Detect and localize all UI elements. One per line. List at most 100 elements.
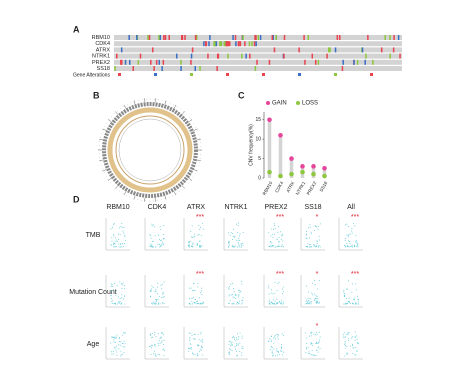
scatter-point <box>319 347 321 349</box>
scatter-point <box>232 232 234 234</box>
scatter-point <box>305 303 307 305</box>
x-tick-label: NTRK1 <box>295 180 307 196</box>
alteration <box>209 35 211 40</box>
scatter-point <box>194 354 196 356</box>
scatter-point <box>314 226 316 228</box>
scatter-point <box>157 286 159 288</box>
circos-tick <box>123 191 127 196</box>
scatter-point <box>196 301 198 303</box>
x-tick-label: SS18 <box>319 180 329 192</box>
alteration <box>184 35 186 40</box>
alteration <box>397 35 400 40</box>
scatter-point <box>200 303 202 305</box>
scatter-point <box>112 227 114 229</box>
scatter-point <box>353 299 355 301</box>
scatter-point <box>241 335 243 337</box>
scatter-point <box>111 240 113 242</box>
scatter-point <box>357 342 359 344</box>
scatter-point <box>316 240 318 242</box>
scatter-point <box>200 340 202 342</box>
scatter-point <box>282 286 284 288</box>
scatter-point <box>271 351 273 353</box>
scatter-point <box>157 342 159 344</box>
scatter-point <box>122 354 124 356</box>
scatter-point <box>310 343 312 345</box>
alteration <box>372 59 374 65</box>
scatter-point <box>163 354 165 356</box>
alteration <box>137 59 140 65</box>
scatter-point <box>238 222 240 224</box>
alteration <box>159 35 161 40</box>
scatter-point <box>281 235 283 237</box>
scatter-point <box>238 243 240 245</box>
scatter-point <box>110 285 112 287</box>
scatter-point <box>311 354 313 356</box>
scatter-point <box>272 237 274 239</box>
scatter-point <box>228 302 230 304</box>
scatter-point <box>150 289 152 291</box>
scatter-point <box>159 354 161 356</box>
scatter-point <box>316 288 318 290</box>
scatter-point <box>277 282 279 284</box>
alteration <box>124 59 127 65</box>
scatter-point <box>191 352 193 354</box>
scatter-point <box>238 246 240 248</box>
alteration <box>248 41 251 47</box>
scatter-point <box>281 303 283 305</box>
scatter-point <box>234 235 236 237</box>
alteration <box>271 35 274 40</box>
scatter-point <box>154 353 156 355</box>
scatter-point <box>115 336 117 338</box>
scatter-point <box>234 345 236 347</box>
scatter-point <box>190 348 192 350</box>
scatter-point <box>232 238 234 240</box>
column-header: PREX2 <box>265 204 288 211</box>
scatter-point <box>313 245 315 247</box>
scatter-point <box>269 303 271 305</box>
alteration <box>392 47 395 53</box>
scatter-point <box>356 242 358 244</box>
scatter-point <box>163 292 165 294</box>
scatter-point <box>114 336 116 338</box>
scatter-point <box>282 334 284 336</box>
scatter-point <box>309 244 311 246</box>
scatter-point <box>237 354 239 356</box>
scatter-point <box>162 296 164 298</box>
scatter-point <box>162 234 164 236</box>
scatter-point <box>268 299 270 301</box>
scatter-point <box>149 334 151 336</box>
significance: *** <box>276 271 284 278</box>
scatter-point <box>346 353 348 355</box>
scatter-point <box>237 344 239 346</box>
scatter-point <box>120 353 122 355</box>
scatter-point <box>278 301 280 303</box>
scatter-point <box>237 302 239 304</box>
scatter-point <box>273 303 275 305</box>
legend-marker <box>266 101 270 105</box>
scatter-point <box>313 333 315 335</box>
alteration <box>259 35 262 40</box>
scatter-point <box>199 351 201 353</box>
scatter-point <box>277 354 279 356</box>
scatter-point <box>193 235 195 237</box>
scatter-point <box>356 241 358 243</box>
scatter-point <box>234 295 236 297</box>
scatter-point <box>307 243 309 245</box>
scatter-point <box>188 350 190 352</box>
scatter-point <box>269 338 271 340</box>
scatter-point <box>237 231 239 233</box>
alteration <box>228 41 231 47</box>
scatter-point <box>114 303 116 305</box>
scatter-point <box>309 353 311 355</box>
scatter-point <box>193 333 195 335</box>
y-tick-label: 0 <box>258 175 261 181</box>
scatter-point <box>273 233 275 235</box>
significance: * <box>316 271 319 278</box>
circos-plot <box>98 98 202 202</box>
scatter-point <box>346 234 348 236</box>
y-axis-title: CNV frequency(%) <box>248 124 254 166</box>
scatter-point <box>345 333 347 335</box>
scatter-point <box>120 350 122 352</box>
scatter-point <box>352 302 354 304</box>
alteration <box>298 47 300 53</box>
